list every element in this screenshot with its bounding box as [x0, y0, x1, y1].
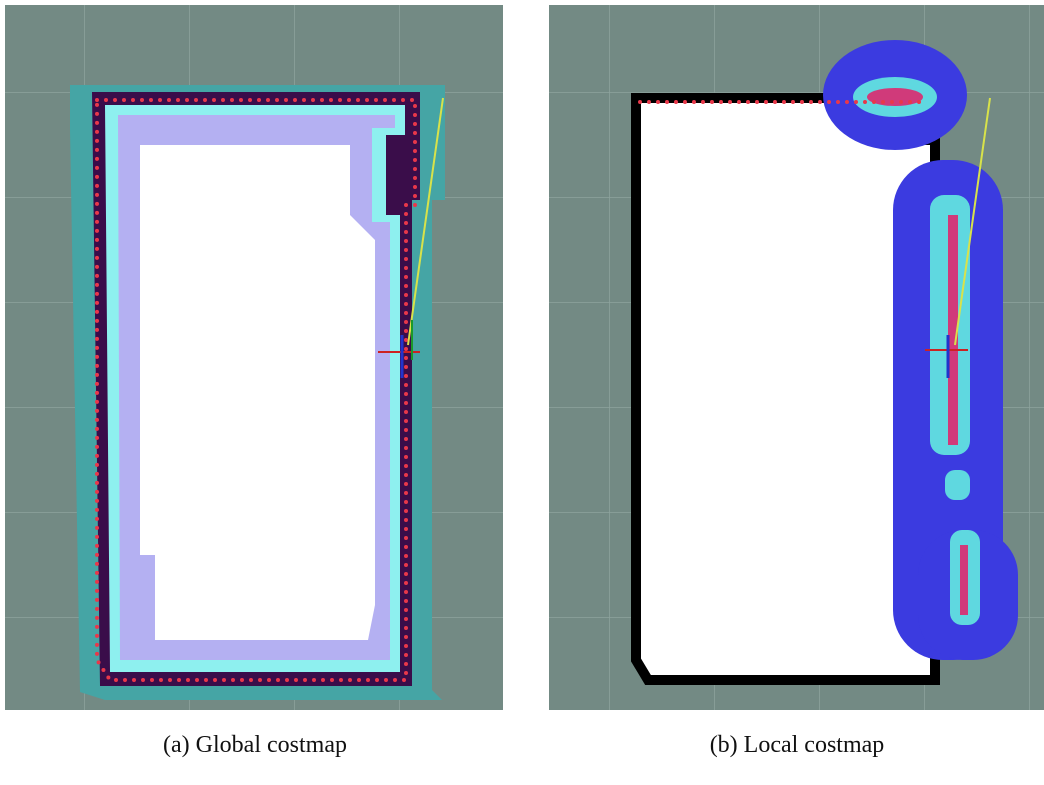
- figure: (a) Global costmap (b) Local costmap: [0, 0, 1044, 785]
- local-costmap-image: [549, 5, 1044, 710]
- global-costmap-image: [5, 5, 503, 710]
- caption: (a) Global costmap: [45, 732, 465, 759]
- caption: (b) Local costmap: [587, 732, 1007, 759]
- figure-images: [0, 0, 1044, 720]
